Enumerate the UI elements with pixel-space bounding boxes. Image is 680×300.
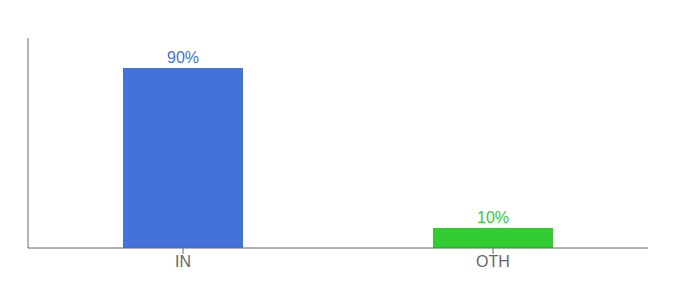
svg-text:90%: 90% [167,49,199,66]
svg-text:IN: IN [175,253,191,270]
svg-text:10%: 10% [477,209,509,226]
svg-text:OTH: OTH [476,253,510,270]
